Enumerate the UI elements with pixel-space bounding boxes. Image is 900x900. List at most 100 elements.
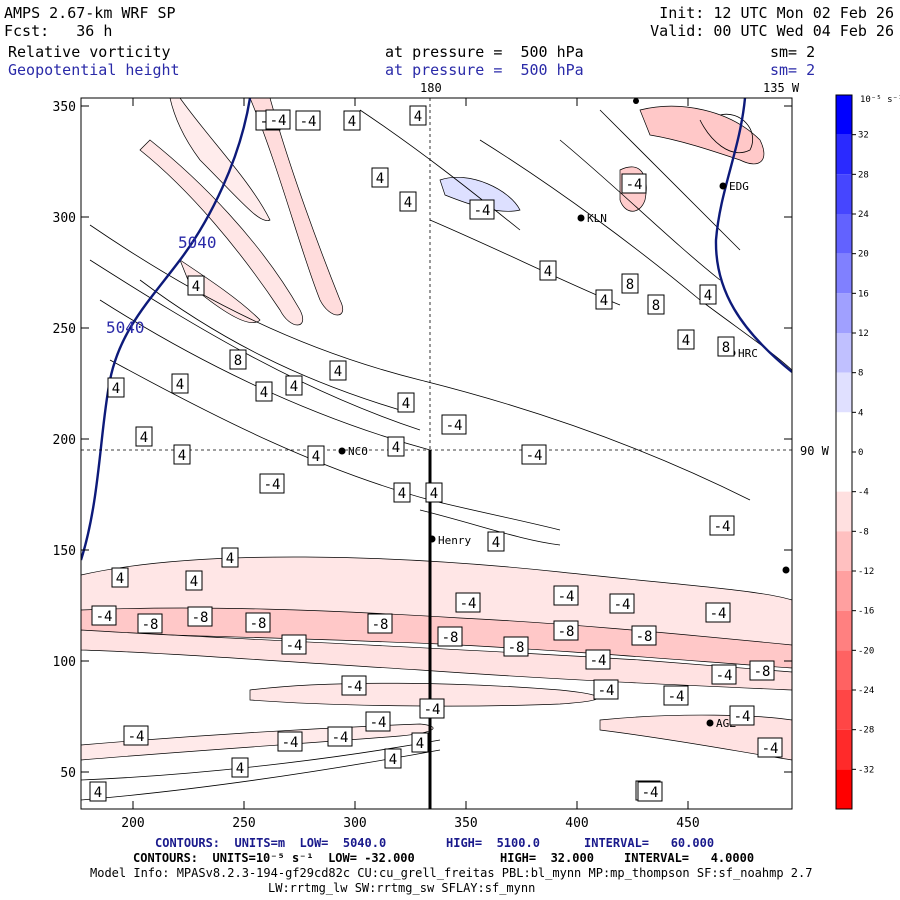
vort-label: 4 [135, 426, 153, 447]
field2-smoothing: sm= 2 [770, 61, 816, 79]
y-tick-label: 200 [53, 433, 76, 448]
station-label-kln: KLN [587, 212, 607, 225]
vort-label: -4 [455, 592, 481, 613]
svg-text:-4: -4 [642, 785, 659, 801]
colorbar-tick-label: 24 [858, 210, 869, 220]
svg-text:4: 4 [398, 486, 406, 502]
svg-text:4: 4 [704, 288, 712, 304]
svg-text:4: 4 [430, 486, 438, 502]
svg-text:4: 4 [416, 736, 424, 752]
svg-text:4: 4 [260, 385, 268, 401]
svg-text:-4: -4 [762, 741, 779, 757]
svg-text:4: 4 [334, 364, 342, 380]
svg-text:4: 4 [348, 114, 356, 130]
field1-name: Relative vorticity [8, 43, 171, 61]
svg-text:-4: -4 [460, 596, 477, 612]
svg-text:-4: -4 [626, 177, 643, 193]
vort-label: 4 [699, 284, 717, 305]
vort-label: 4 [89, 781, 107, 802]
svg-text:4: 4 [226, 551, 234, 567]
colorbar-tick-label: -12 [858, 567, 874, 577]
svg-text:-4: -4 [526, 448, 543, 464]
vort-label: 4 [539, 260, 557, 281]
vort-label: -4 [327, 726, 353, 747]
vort-label: 4 [393, 482, 411, 503]
vort-label: -8 [503, 636, 529, 657]
colorbar-tick-label: -32 [858, 765, 874, 775]
vort-label: 4 [329, 360, 347, 381]
colorbar-segment [836, 293, 852, 333]
vort-label: -4 [663, 685, 689, 706]
contour-line [699, 113, 753, 153]
vort-label: 4 [173, 444, 191, 465]
svg-text:4: 4 [140, 430, 148, 446]
vort-label: -8 [137, 613, 163, 634]
station-label-nco: NCO [348, 445, 368, 458]
field1-pressure: at pressure = 500 hPa [385, 43, 584, 61]
height-contour-east [714, 98, 792, 373]
colorbar-segment [836, 214, 852, 254]
colorbar-tick-label: 8 [858, 369, 863, 379]
axis-labels: 200 250 300 350 400 450 350 300 250 200 150 100 50 [53, 100, 700, 831]
x-tick-label: 450 [676, 816, 699, 831]
vort-label: 4 [595, 289, 613, 310]
colorbar-tick-label: -16 [858, 607, 874, 617]
svg-text:-4: -4 [300, 114, 317, 130]
station-marker-kln [577, 214, 585, 222]
svg-text:4: 4 [376, 171, 384, 187]
contour-line [139, 279, 401, 411]
vort-label: -4 [729, 705, 755, 726]
vort-band-neg-5 [599, 714, 792, 761]
svg-text:-4: -4 [590, 653, 607, 669]
vort-label: 4 [384, 748, 402, 769]
vort-streak-nw3 [169, 98, 271, 221]
vort-label: -4 [757, 737, 783, 758]
colorbar-segment [836, 610, 852, 651]
height-contours [81, 98, 792, 561]
colorbar-segment [836, 253, 852, 294]
vort-label: -4 [709, 515, 735, 536]
vort-label: -8 [187, 606, 213, 627]
vort-label: -4 [553, 585, 579, 606]
station-marker-edge [782, 566, 790, 574]
vort-label: -4 [259, 473, 285, 494]
contour-line [89, 259, 421, 431]
lon-label-135w: 135 W [763, 81, 800, 95]
y-tick-label: 350 [53, 100, 76, 115]
svg-text:-8: -8 [754, 664, 771, 680]
vort-blob-ne [639, 105, 765, 165]
footer-vort-contours-left: CONTOURS: UNITS=10⁻⁵ s⁻¹ LOW= -32.000 [133, 851, 415, 865]
svg-text:-4: -4 [282, 735, 299, 751]
footer-height-contours-right: INTERVAL= 60.000 [584, 836, 715, 850]
vort-streak-nw1 [249, 98, 344, 316]
lon-label-180: 180 [420, 81, 442, 95]
svg-text:4: 4 [402, 396, 410, 412]
vort-label: 4 [387, 436, 405, 457]
vort-label: 8 [621, 273, 639, 294]
vort-label: -4 [295, 110, 321, 131]
colorbar-segment [836, 650, 852, 690]
svg-text:4: 4 [312, 449, 320, 465]
svg-text:8: 8 [722, 340, 730, 356]
colorbar-segment [836, 174, 852, 214]
vort-label: 4 [187, 275, 205, 296]
vort-labels: -4 -4 4 4 4 4 -4 4 8 4 8 4 4 8 4 8 4 4 4 4 4 4 -4 4 4 -4 4 4 -4 4 4 -4 4… [89, 105, 783, 802]
svg-text:4: 4 [290, 379, 298, 395]
vort-label: 4 [221, 547, 239, 568]
vort-label: -4 [609, 593, 635, 614]
vort-label: -8 [437, 626, 463, 647]
model-title: AMPS 2.67-km WRF SP [4, 4, 176, 22]
svg-text:4: 4 [392, 440, 400, 456]
vort-label: 4 [343, 110, 361, 131]
vort-label: 4 [677, 329, 695, 350]
colorbar-segment [836, 729, 852, 770]
svg-text:-4: -4 [128, 729, 145, 745]
vort-label: -4 [277, 731, 303, 752]
vort-label: 4 [111, 567, 129, 588]
svg-text:4: 4 [236, 761, 244, 777]
vort-label: -4 [281, 634, 307, 655]
vort-label: -4 [123, 725, 149, 746]
svg-text:-8: -8 [142, 617, 159, 633]
colorbar-tick-label: 4 [858, 408, 863, 418]
svg-text:-4: -4 [614, 597, 631, 613]
